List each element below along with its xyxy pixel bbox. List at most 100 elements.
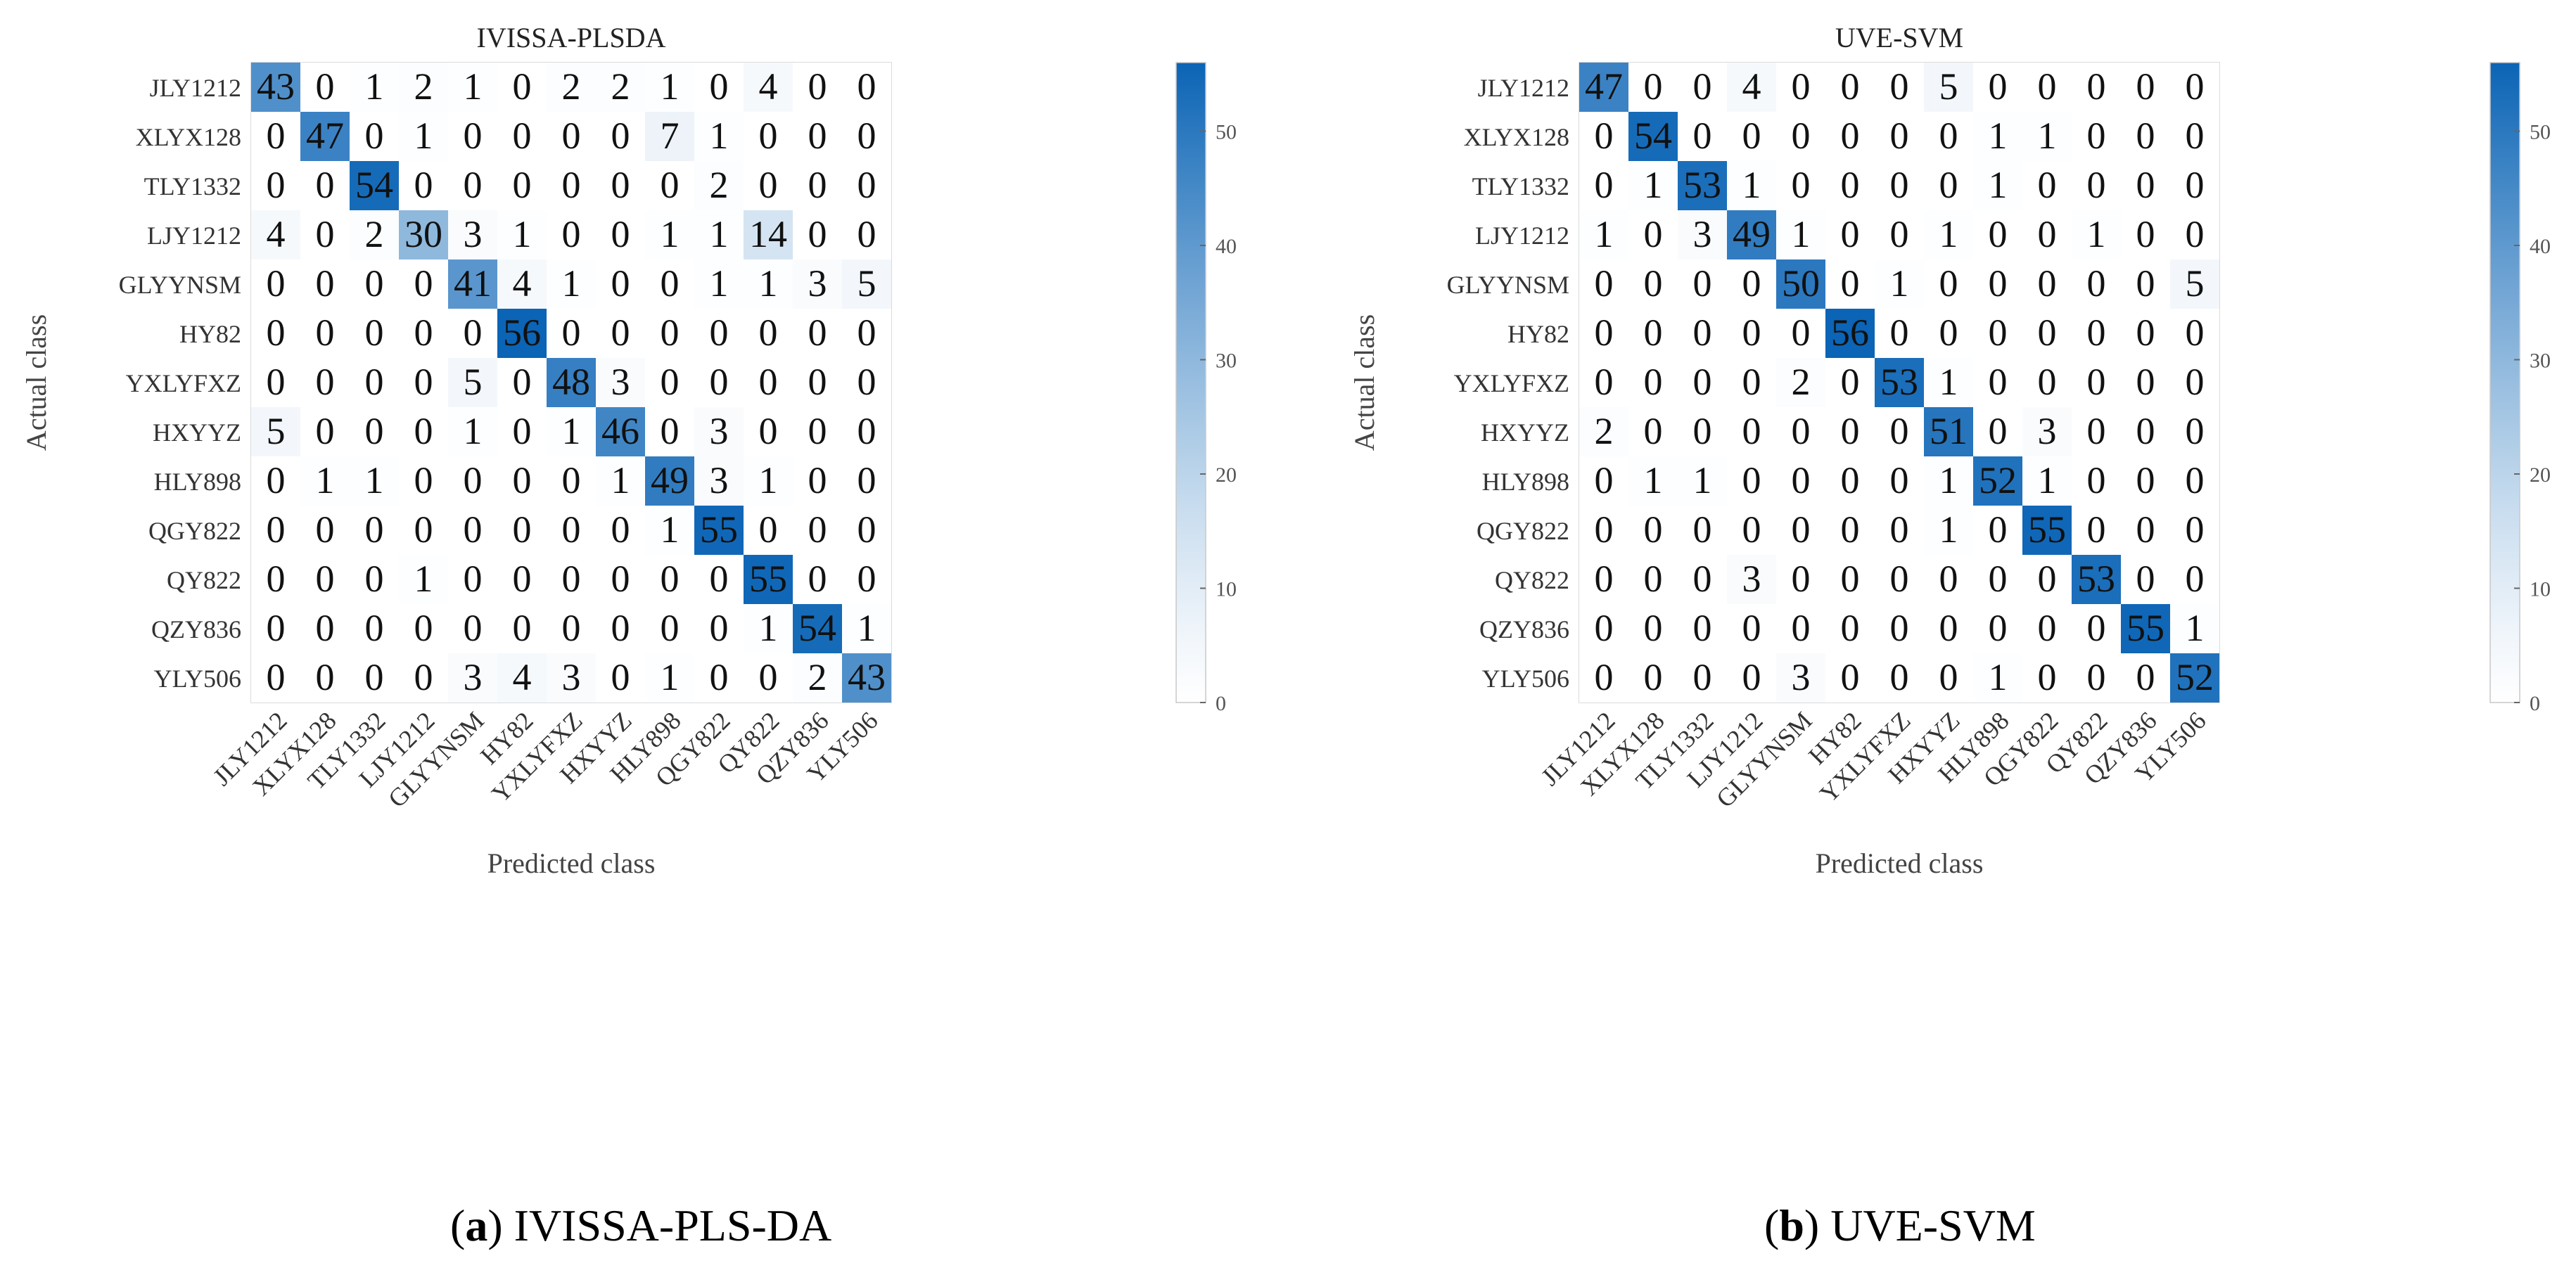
- heatmap-cell: [793, 161, 842, 210]
- heatmap-cell: [300, 210, 350, 259]
- heatmap-cell: [300, 358, 350, 407]
- cell-value-label: 0: [808, 115, 827, 157]
- heatmap-cell: [1776, 112, 1825, 161]
- heatmap-cell: [1776, 653, 1825, 703]
- heatmap-cell: [448, 358, 497, 407]
- cell-value-label: 1: [365, 459, 384, 501]
- heatmap-cell: [497, 358, 547, 407]
- heatmap-cell: [842, 259, 891, 309]
- heatmap-cell: [1973, 161, 2022, 210]
- heatmap-cell: [1727, 604, 1776, 653]
- heatmap-cell: [694, 309, 744, 358]
- cell-value-label: 0: [1693, 558, 1712, 600]
- cell-value-label: 0: [1693, 115, 1712, 157]
- heatmap-cell: [448, 210, 497, 259]
- heatmap-cell: [793, 604, 842, 653]
- heatmap-cell: [793, 309, 842, 358]
- heatmap-cell: [399, 63, 448, 112]
- cell-value-label: 0: [365, 361, 384, 403]
- heatmap-cell: [2121, 506, 2170, 555]
- heatmap-cell: [1924, 653, 1973, 703]
- cell-value-label: 41: [454, 262, 492, 304]
- heatmap-cell: [1825, 259, 1875, 309]
- heatmap-cell: [350, 309, 399, 358]
- heatmap-cell: [1727, 555, 1776, 604]
- heatmap-cell: [1875, 259, 1924, 309]
- heatmap-cell: [1628, 259, 1678, 309]
- cell-value-label: 3: [562, 656, 581, 698]
- heatmap-cell: [448, 259, 497, 309]
- y-tick-label: XLYX128: [136, 123, 241, 151]
- cell-value-label: 0: [2087, 508, 2106, 551]
- y-tick-label: QGY822: [148, 517, 241, 545]
- cell-value-label: 1: [464, 410, 483, 452]
- cell-value-label: 0: [1939, 558, 1958, 600]
- cell-value-label: 1: [513, 213, 532, 255]
- cell-value-label: 1: [661, 65, 680, 108]
- cell-value-label: 0: [1644, 410, 1663, 452]
- heatmap-cell: [1579, 63, 1628, 112]
- heatmap-cell: [251, 407, 300, 456]
- cell-value-label: 0: [2136, 115, 2155, 157]
- caption-b-letter: b: [1779, 1200, 1804, 1250]
- heatmap-cell: [645, 259, 694, 309]
- cell-value-label: 55: [749, 558, 787, 600]
- heatmap-cell: [1727, 407, 1776, 456]
- heatmap-cell: [251, 210, 300, 259]
- heatmap-cell: [694, 555, 744, 604]
- heatmap-cell: [399, 407, 448, 456]
- cell-value-label: 0: [562, 508, 581, 551]
- heatmap-cell: [1579, 309, 1628, 358]
- cell-value-label: 0: [1989, 65, 2008, 108]
- heatmap-cell: [596, 604, 645, 653]
- heatmap-cell: [1973, 555, 2022, 604]
- chart-title-a: IVISSA-PLSDA: [477, 22, 666, 53]
- colorbar-tick-label: 0: [2530, 692, 2540, 715]
- cell-value-label: 0: [2087, 115, 2106, 157]
- heatmap-cell: [2121, 161, 2170, 210]
- heatmap-cell: [1973, 456, 2022, 506]
- colorbar-tick-label: 50: [1216, 121, 1237, 144]
- heatmap-cell: [350, 653, 399, 703]
- cell-value-label: 0: [1693, 262, 1712, 304]
- cell-value-label: 0: [2087, 164, 2106, 206]
- heatmap-cell: [300, 506, 350, 555]
- cell-value-label: 0: [1939, 656, 1958, 698]
- cell-value-label: 0: [857, 508, 876, 551]
- cell-value-label: 0: [710, 65, 729, 108]
- heatmap-cell: [1825, 63, 1875, 112]
- heatmap-cell: [596, 63, 645, 112]
- cell-value-label: 0: [2087, 459, 2106, 501]
- cell-value-label: 1: [1792, 213, 1811, 255]
- cell-value-label: 0: [2087, 312, 2106, 354]
- heatmap-cell: [251, 456, 300, 506]
- y-tick-label: TLY1332: [1472, 172, 1569, 200]
- heatmap-cell: [1973, 604, 2022, 653]
- cell-value-label: 0: [2136, 361, 2155, 403]
- cell-value-label: 2: [611, 65, 630, 108]
- cell-value-label: 1: [562, 410, 581, 452]
- cell-value-label: 47: [1585, 65, 1623, 108]
- heatmap-cell: [694, 506, 744, 555]
- heatmap-cell: [2072, 555, 2121, 604]
- heatmap-cell: [1924, 358, 1973, 407]
- cell-value-label: 0: [2136, 656, 2155, 698]
- heatmap-cell: [350, 555, 399, 604]
- heatmap-cell: [1727, 63, 1776, 112]
- heatmap-cell: [2072, 653, 2121, 703]
- cell-value-label: 0: [513, 410, 532, 452]
- cell-value-label: 0: [414, 262, 433, 304]
- cell-value-label: 2: [710, 164, 729, 206]
- heatmap-cell: [497, 456, 547, 506]
- heatmap-cell: [1825, 161, 1875, 210]
- cell-value-label: 0: [2186, 508, 2205, 551]
- cell-value-label: 0: [316, 607, 335, 649]
- heatmap-cell: [1776, 555, 1825, 604]
- cell-value-label: 1: [1644, 459, 1663, 501]
- cell-value-label: 0: [1792, 558, 1811, 600]
- cell-value-label: 0: [2038, 361, 2057, 403]
- heatmap-cell: [793, 407, 842, 456]
- y-tick-label: QZY836: [1479, 615, 1569, 643]
